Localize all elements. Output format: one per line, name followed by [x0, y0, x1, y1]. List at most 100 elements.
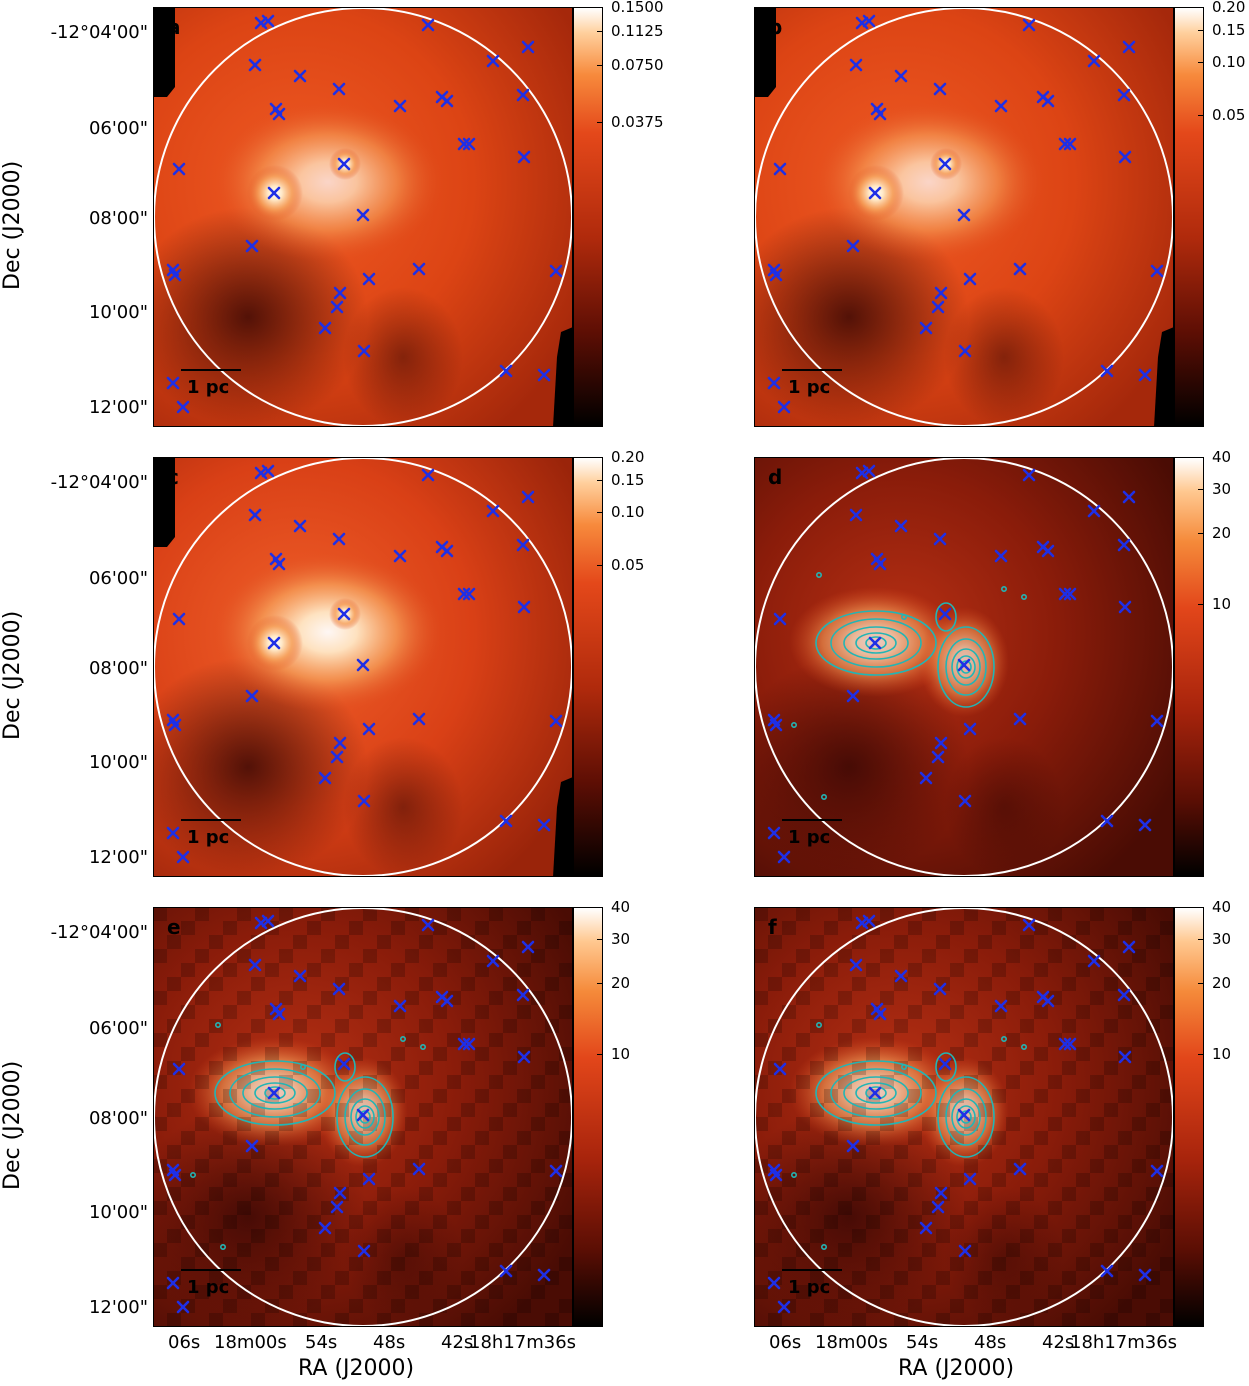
panel-e — [153, 907, 573, 1327]
colorbar-tick-label: 20 — [1212, 524, 1232, 542]
source-marker — [537, 1268, 551, 1282]
source-marker — [931, 300, 945, 314]
panel-f — [754, 907, 1174, 1327]
source-marker — [362, 272, 376, 286]
colorbar-tick-label: 0.0375 — [611, 113, 664, 131]
source-marker — [1022, 918, 1036, 932]
source-marker — [248, 58, 262, 72]
source-marker — [537, 818, 551, 832]
source-marker — [963, 272, 977, 286]
colorbar-tick-label: 0.05 — [611, 556, 645, 574]
source-marker — [862, 914, 876, 928]
source-marker — [412, 262, 426, 276]
source-marker — [1013, 712, 1027, 726]
colorbar-tick — [1198, 62, 1204, 63]
source-marker — [421, 918, 435, 932]
source-marker — [846, 689, 860, 703]
source-marker — [873, 557, 887, 571]
colorbar-tick — [597, 983, 603, 984]
colorbar-tick — [1198, 30, 1204, 31]
panel-f-contours — [790, 1022, 1027, 1250]
source-marker — [1150, 714, 1164, 728]
source-marker — [172, 1062, 186, 1076]
colorbar-tick-label: 10 — [1212, 595, 1232, 613]
ra-label-right-4: 42s — [1042, 1332, 1075, 1353]
source-marker — [330, 1200, 344, 1214]
colorbar-tick — [597, 907, 603, 908]
colorbar-tick-label: 0.20 — [611, 448, 645, 466]
colorbar-b — [1174, 7, 1204, 427]
colorbar-tick-label: 0.05 — [1212, 106, 1246, 124]
source-marker — [549, 714, 563, 728]
dec-label-r2-3: 10'00" — [88, 752, 148, 773]
colorbar-tick-label: 0.10 — [611, 503, 645, 521]
source-marker — [1117, 88, 1131, 102]
source-marker — [356, 208, 370, 222]
source-marker — [919, 321, 933, 335]
source-marker — [337, 157, 351, 171]
source-marker — [773, 612, 787, 626]
source-marker — [957, 1108, 971, 1122]
source-marker — [1117, 538, 1131, 552]
source-marker — [1118, 150, 1132, 164]
y-axis-title-row1: Dec (J2000) — [0, 160, 25, 290]
source-marker — [412, 712, 426, 726]
dec-label-r3-2: 08'00" — [88, 1108, 148, 1129]
source-marker — [293, 69, 307, 83]
source-marker — [499, 814, 513, 828]
source-marker — [462, 587, 476, 601]
dec-label-r1-0: -12°04'00" — [50, 22, 148, 43]
colorbar-tick — [597, 512, 603, 513]
source-marker — [1013, 1162, 1027, 1176]
source-marker — [1022, 18, 1036, 32]
source-marker — [486, 504, 500, 518]
source-marker — [1117, 988, 1131, 1002]
colorbar-tick-label: 20 — [1212, 974, 1232, 992]
source-marker — [938, 1057, 952, 1071]
colorbar-tick — [597, 457, 603, 458]
source-marker — [176, 400, 190, 414]
dec-label-r3-1: 06'00" — [88, 1018, 148, 1039]
ra-label-left-1: 18m00s — [214, 1332, 287, 1353]
source-marker — [894, 969, 908, 983]
source-marker — [894, 519, 908, 533]
source-marker — [931, 750, 945, 764]
colorbar-tick — [597, 122, 603, 123]
source-marker — [938, 607, 952, 621]
source-marker — [1100, 1264, 1114, 1278]
colorbar-tick-label: 0.20 — [1212, 0, 1246, 16]
source-marker — [773, 1062, 787, 1076]
source-marker — [958, 1244, 972, 1258]
source-marker — [248, 508, 262, 522]
source-marker — [172, 612, 186, 626]
source-marker — [421, 18, 435, 32]
source-marker — [516, 988, 530, 1002]
source-marker — [412, 1162, 426, 1176]
source-marker — [767, 376, 781, 390]
source-marker — [267, 186, 281, 200]
colorbar-tick — [1198, 457, 1204, 458]
panel-b-image — [754, 7, 1174, 427]
colorbar-tick-label: 30 — [1212, 930, 1232, 948]
source-marker — [318, 771, 332, 785]
source-marker — [440, 994, 454, 1008]
y-axis-title-row2: Dec (J2000) — [0, 610, 25, 740]
source-marker — [393, 99, 407, 113]
source-marker — [873, 1007, 887, 1021]
source-marker — [963, 1172, 977, 1186]
source-marker — [272, 107, 286, 121]
source-marker — [333, 286, 347, 300]
source-marker — [1150, 264, 1164, 278]
source-marker — [994, 549, 1008, 563]
dec-label-r1-1: 06'00" — [88, 118, 148, 139]
source-marker — [272, 557, 286, 571]
source-marker — [933, 82, 947, 96]
scalebar-label: 1 pc — [187, 1277, 230, 1298]
panel-e-image — [153, 907, 573, 1327]
source-marker — [245, 689, 259, 703]
source-marker — [773, 162, 787, 176]
source-marker — [421, 468, 435, 482]
source-marker — [934, 736, 948, 750]
source-marker — [393, 549, 407, 563]
source-marker — [261, 914, 275, 928]
